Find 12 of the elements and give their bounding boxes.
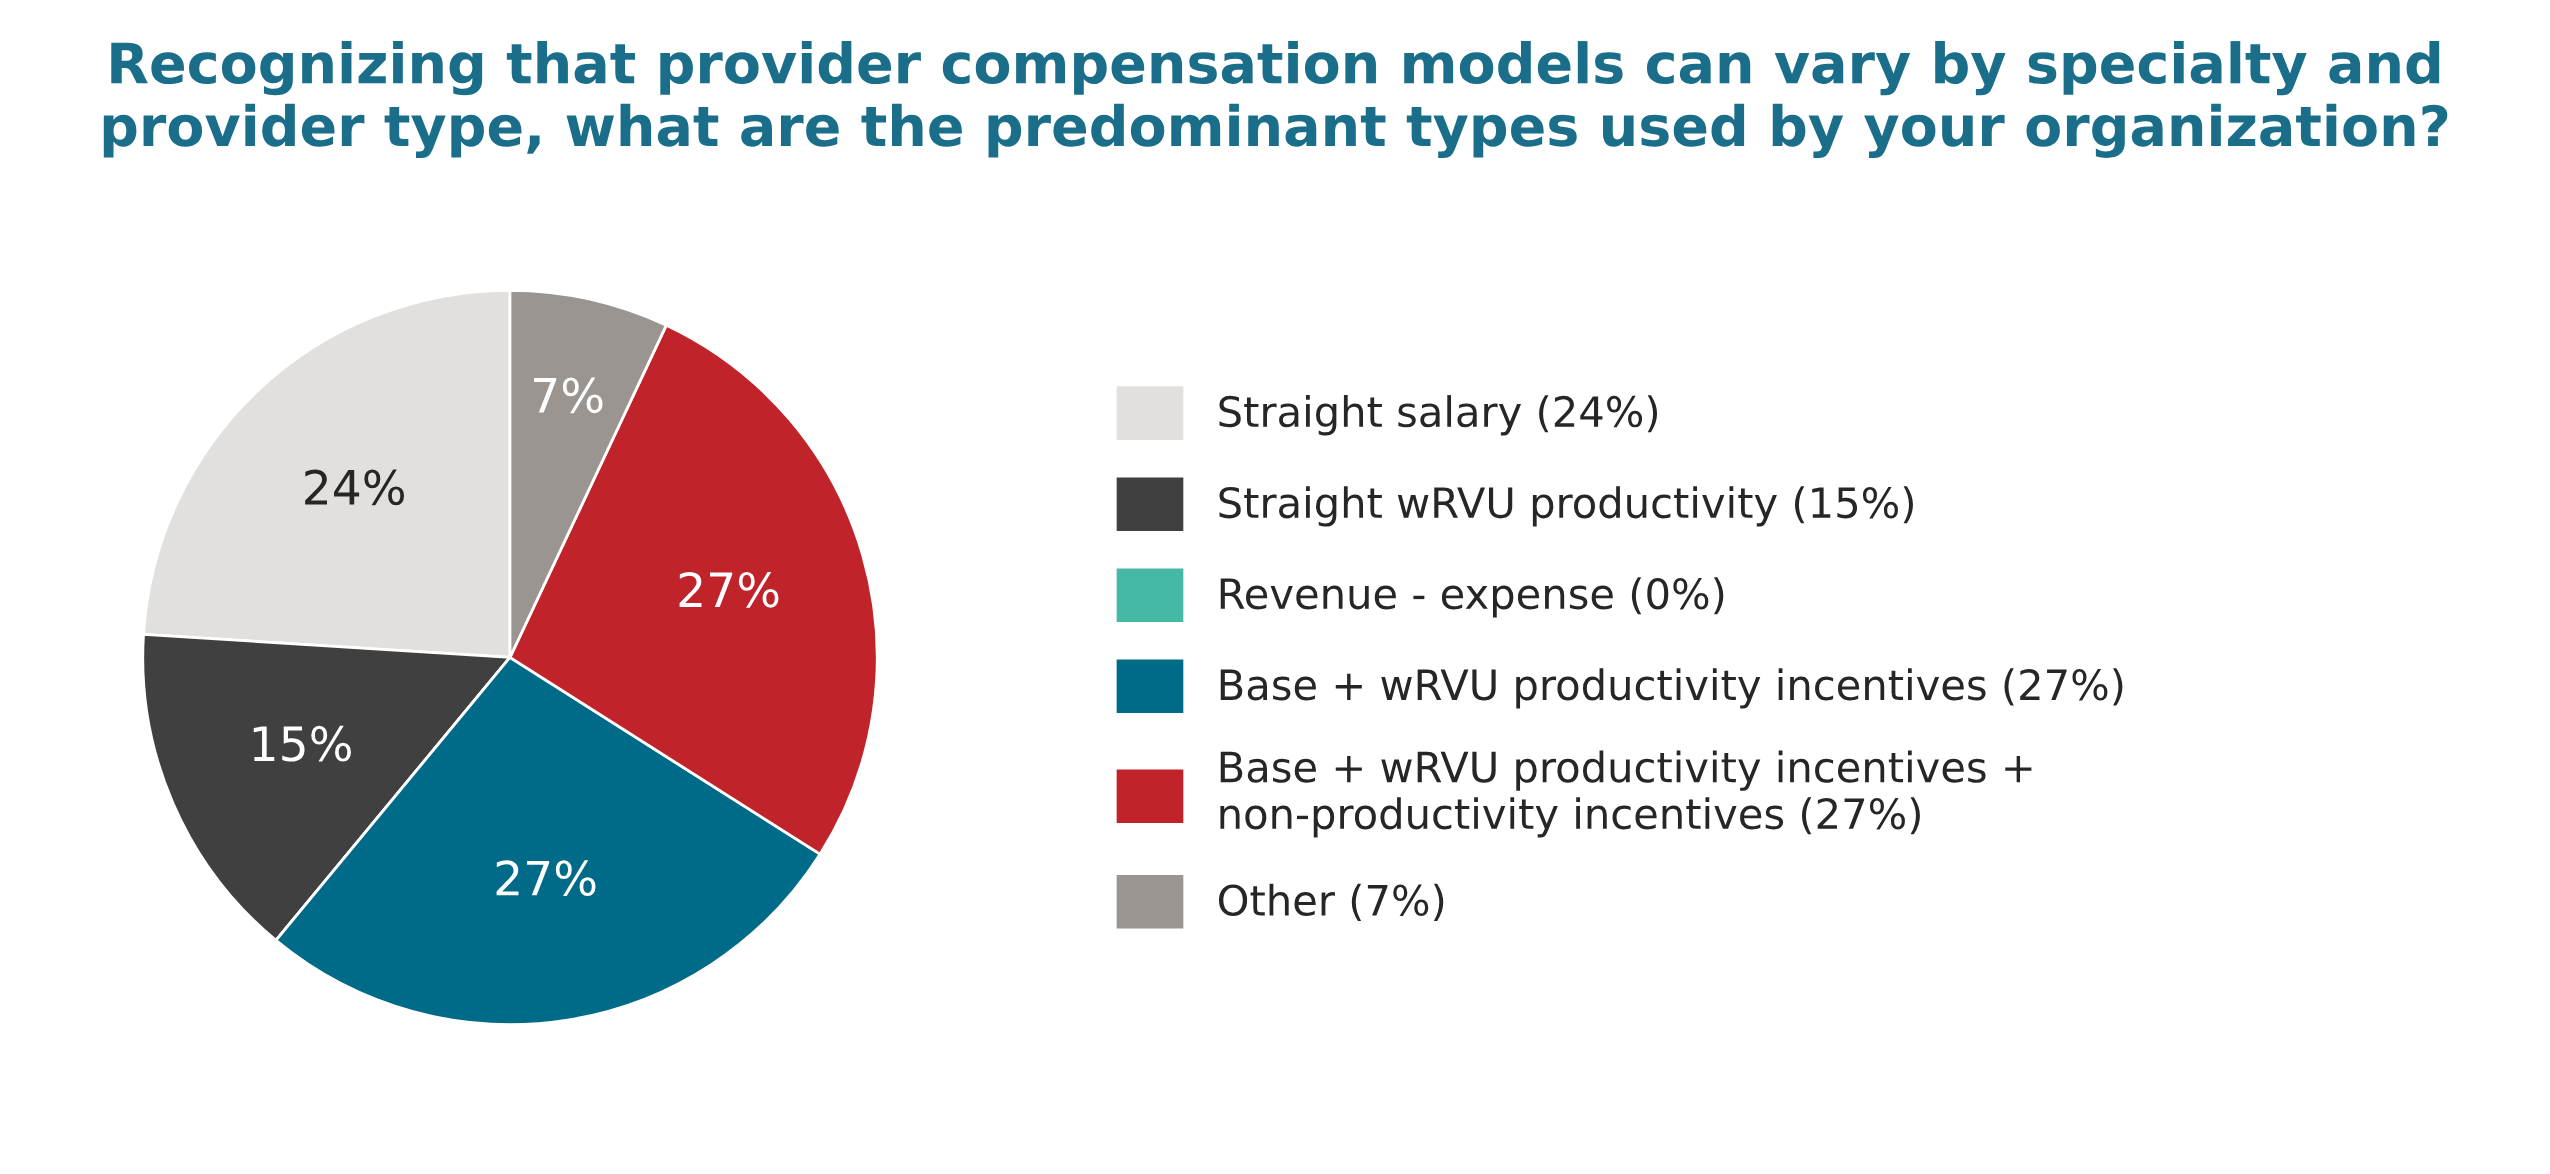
data-label: 15% [253,725,351,762]
data-label: 7% [534,377,603,414]
chart-title: Recognizing that provider compensation models can vary by specialty and provider type, what are the predominant types used by your organization? [103,41,2448,158]
data-label: 24% [305,469,405,506]
legend-label: Other (7%) [1219,883,1444,921]
legend-label: Straight salary (24%) [1219,395,1658,436]
legend-label: Straight wRVU productivity (15%) [1219,486,1913,527]
legend-label: Revenue - expense (0%) [1220,577,1724,618]
legend-label: Base + wRVU productivity incentives (27%) [1220,668,2123,709]
data-label: 27% [496,860,596,896]
legend-label: Base + wRVU productivity incentives + non-productivity incentives (27%) [1220,750,2032,838]
data-label: 27% [679,571,779,608]
